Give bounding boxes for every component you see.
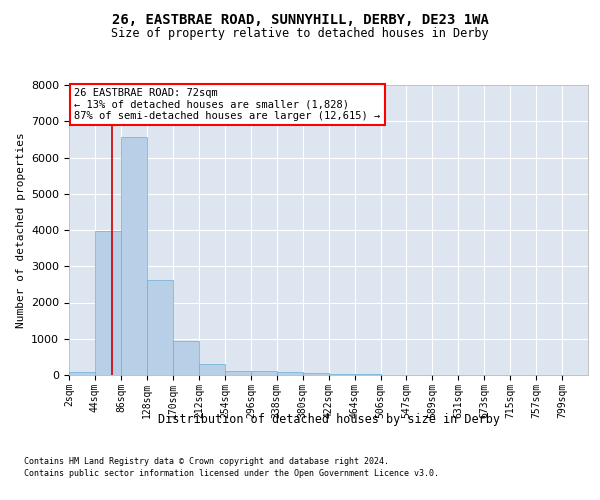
Bar <box>303 373 329 375</box>
Bar <box>225 370 251 375</box>
Text: Size of property relative to detached houses in Derby: Size of property relative to detached ho… <box>111 28 489 40</box>
Bar <box>121 137 147 375</box>
Bar <box>355 374 381 375</box>
Bar <box>199 364 225 375</box>
Text: Contains public sector information licensed under the Open Government Licence v3: Contains public sector information licen… <box>24 469 439 478</box>
Bar <box>147 280 173 375</box>
Bar <box>329 374 355 375</box>
Y-axis label: Number of detached properties: Number of detached properties <box>16 132 26 328</box>
Text: 26 EASTBRAE ROAD: 72sqm
← 13% of detached houses are smaller (1,828)
87% of semi: 26 EASTBRAE ROAD: 72sqm ← 13% of detache… <box>74 88 380 121</box>
Bar <box>277 372 303 375</box>
Bar <box>173 340 199 375</box>
Bar <box>251 372 277 375</box>
Text: 26, EASTBRAE ROAD, SUNNYHILL, DERBY, DE23 1WA: 26, EASTBRAE ROAD, SUNNYHILL, DERBY, DE2… <box>112 12 488 26</box>
Text: Distribution of detached houses by size in Derby: Distribution of detached houses by size … <box>158 412 500 426</box>
Bar <box>95 230 121 375</box>
Text: Contains HM Land Registry data © Crown copyright and database right 2024.: Contains HM Land Registry data © Crown c… <box>24 457 389 466</box>
Bar <box>69 372 95 375</box>
